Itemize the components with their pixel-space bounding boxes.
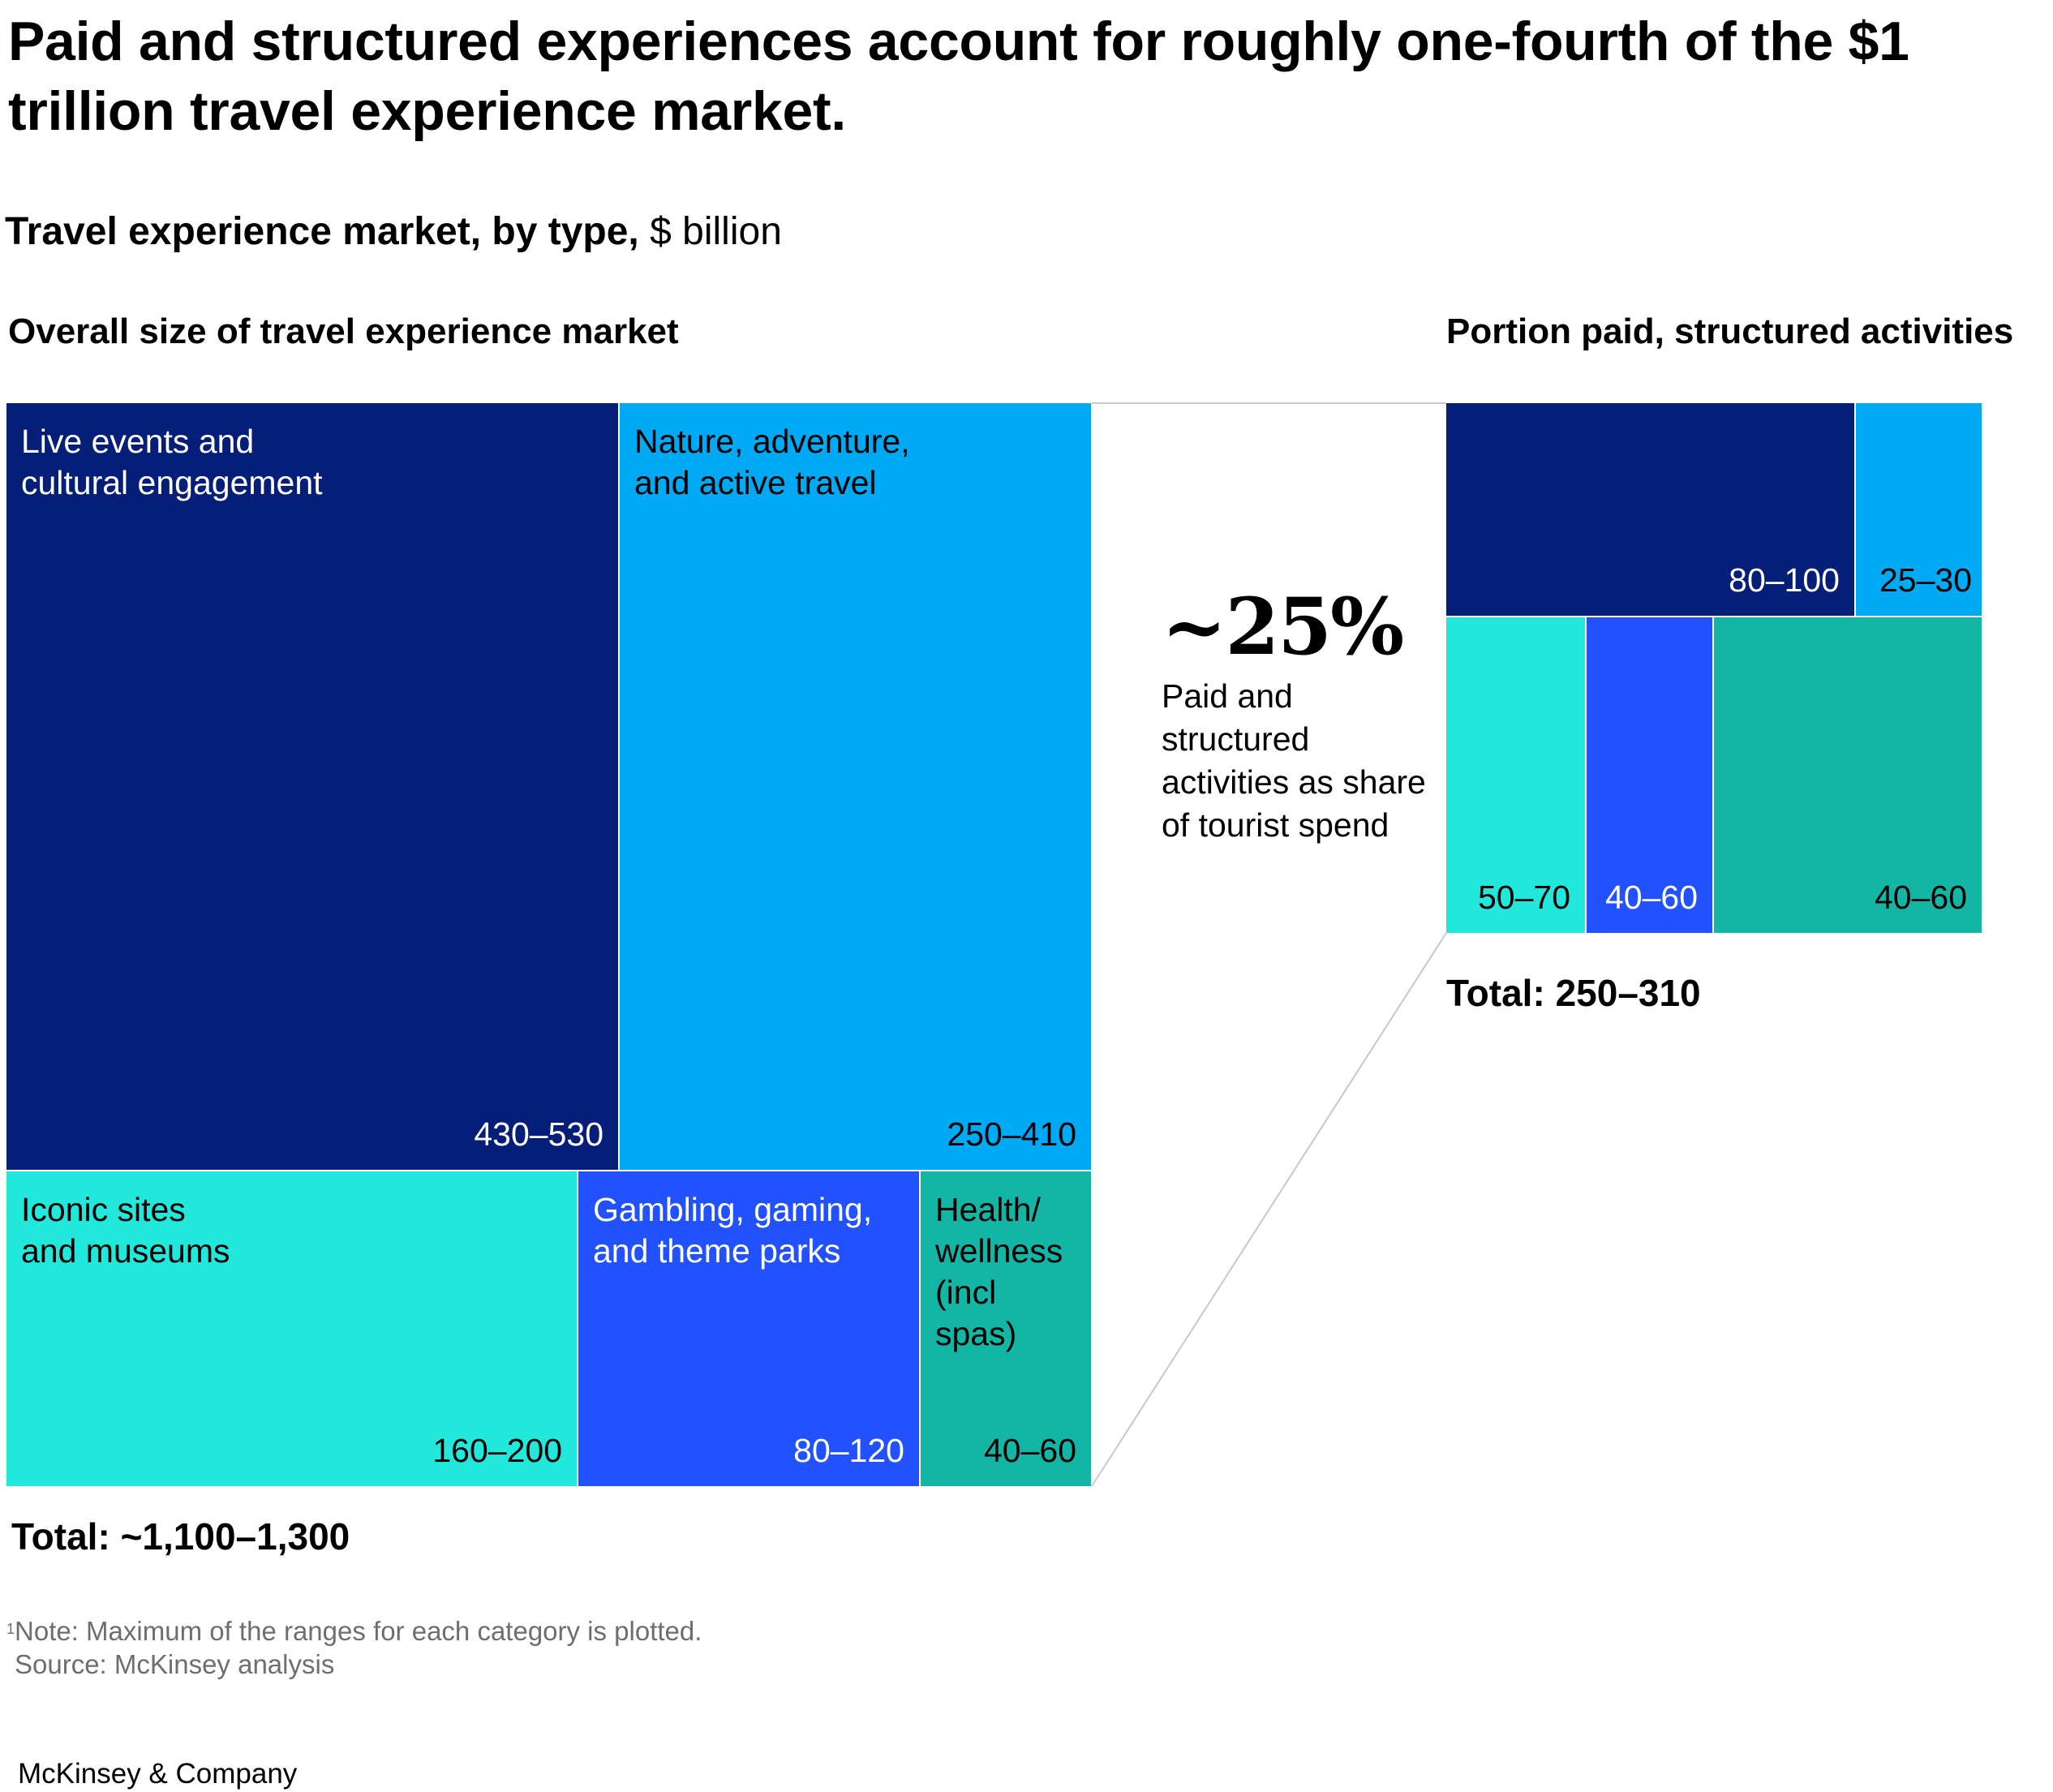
treemap-cell-gambling: Gambling, gaming, and theme parks 80–120	[578, 1171, 919, 1486]
cell-label-line: cultural engagement	[21, 464, 323, 501]
cell-label-line: (incl	[935, 1274, 997, 1311]
cell-label-line: wellness	[935, 1232, 1063, 1270]
cell-label: Live events and cultural engagement	[21, 421, 323, 504]
cell-value: 40–60	[1604, 879, 1698, 916]
cell-value: 160–200	[432, 1432, 562, 1469]
cell-label-line: spas)	[935, 1315, 1017, 1352]
cell-label-line: Live events and	[21, 423, 255, 460]
chart-subtitle: Travel experience market, by type, $ bil…	[5, 208, 782, 256]
treemap-cell-live-events-paid: 80–100	[1446, 403, 1854, 616]
cell-value: 25–30	[1879, 561, 1972, 599]
footnote-text: Note: Maximum of the ranges for each cat…	[15, 1616, 702, 1646]
cell-label-line: and museums	[21, 1232, 230, 1270]
treemap-cell-gambling-paid: 40–60	[1587, 617, 1712, 933]
connector-bottom-line	[1091, 932, 1447, 1487]
treemap-cell-health: Health/wellness (incl spas) 40–60	[921, 1171, 1091, 1486]
cell-label: Iconic sites and museums	[21, 1189, 230, 1272]
share-callout-description: Paid and structured activities as share …	[1162, 677, 1426, 844]
brand-logo-text: McKinsey & Company	[18, 1758, 298, 1790]
cell-label: Nature, adventure, and active travel	[634, 421, 910, 504]
right-panel-title: Portion paid, structured activities	[1446, 312, 2014, 351]
treemap-cell-live-events: Live events and cultural engagement 430–5…	[6, 403, 618, 1170]
cell-label-line: Nature, adventure,	[634, 423, 910, 460]
cell-value: 80–100	[1729, 561, 1840, 599]
subtitle-unit: $ billion	[650, 210, 782, 253]
cell-label-line: and active travel	[634, 464, 877, 501]
cell-value: 40–60	[983, 1432, 1076, 1469]
left-total: Total: ~1,100–1,300	[11, 1515, 350, 1558]
cell-label: Health/wellness (incl spas)	[935, 1189, 1063, 1355]
cell-value: 50–70	[1477, 879, 1570, 916]
subtitle-main: Travel experience market, by type,	[5, 210, 639, 253]
cell-label-line: Health/	[935, 1191, 1041, 1228]
cell-value: 40–60	[1874, 879, 1967, 916]
cell-value: 250–410	[947, 1115, 1076, 1153]
cell-value: 80–120	[793, 1432, 904, 1469]
cell-label-line: Gambling, gaming,	[593, 1191, 873, 1228]
treemap-cell-iconic-sites: Iconic sites and museums 160–200	[6, 1171, 577, 1486]
chart-title: Paid and structured experiences account …	[8, 11, 1909, 142]
treemap-cell-iconic-sites-paid: 50–70	[1446, 617, 1585, 933]
share-callout-value: ~25%	[1162, 581, 1404, 673]
treemap-cell-nature-paid: 25–30	[1856, 403, 1982, 616]
cell-label-line: Iconic sites	[21, 1191, 186, 1228]
treemap-cell-health-paid: 40–60	[1714, 617, 1982, 933]
footnote: 1Note: Maximum of the ranges for each ca…	[6, 1614, 702, 1648]
treemap-cell-nature: Nature, adventure, and active travel 250–…	[620, 403, 1091, 1170]
cell-label-line: and theme parks	[593, 1232, 841, 1270]
cell-label: Gambling, gaming, and theme parks	[593, 1189, 872, 1272]
cell-value: 430–530	[474, 1115, 603, 1153]
left-panel-title: Overall size of travel experience market	[8, 312, 679, 351]
right-total: Total: 250–310	[1446, 972, 1701, 1014]
footnote-marker: 1	[6, 1621, 15, 1637]
source-note: Source: McKinsey analysis	[15, 1649, 335, 1679]
